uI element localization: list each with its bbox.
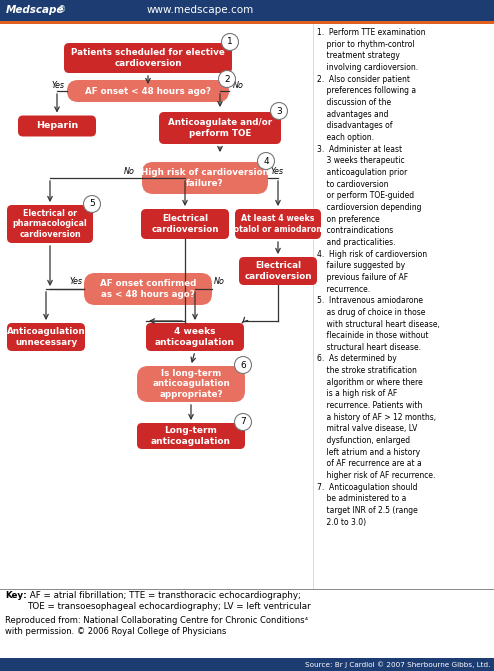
Text: AF onset < 48 hours ago?: AF onset < 48 hours ago? (85, 87, 211, 95)
FancyBboxPatch shape (146, 323, 244, 351)
Text: No: No (233, 81, 244, 89)
Text: Long-term
anticoagulation: Long-term anticoagulation (151, 426, 231, 446)
Text: Reproduced from: National Collaborating Centre for Chronic Conditions⁴
with perm: Reproduced from: National Collaborating … (5, 616, 308, 637)
FancyBboxPatch shape (141, 209, 229, 239)
Text: Yes: Yes (51, 81, 64, 89)
Text: Medscape: Medscape (6, 5, 64, 15)
Text: Anticoagulate and/or
perform TOE: Anticoagulate and/or perform TOE (168, 118, 272, 138)
Text: Heparin: Heparin (36, 121, 78, 130)
FancyBboxPatch shape (239, 257, 317, 285)
Text: Anticoagulation
unnecessary: Anticoagulation unnecessary (7, 327, 85, 347)
Text: 5: 5 (89, 199, 95, 209)
FancyBboxPatch shape (18, 115, 96, 136)
Circle shape (218, 70, 236, 87)
Bar (0, 21, 494, 24)
Text: 4 weeks
anticoagulation: 4 weeks anticoagulation (155, 327, 235, 347)
Text: Source: Br J Cardiol © 2007 Sherbourne Gibbs, Ltd.: Source: Br J Cardiol © 2007 Sherbourne G… (305, 661, 490, 668)
Text: No: No (214, 278, 225, 287)
Text: Electrical or
pharmacological
cardioversion: Electrical or pharmacological cardiovers… (13, 209, 87, 240)
Text: 1.  Perform TTE examination
    prior to rhythm-control
    treatment strategy
 : 1. Perform TTE examination prior to rhyt… (317, 28, 440, 527)
Text: 7: 7 (240, 417, 246, 427)
Circle shape (271, 103, 288, 119)
Text: 2: 2 (224, 74, 230, 83)
Text: High risk of cardioversion
failure?: High risk of cardioversion failure? (141, 168, 269, 188)
Text: Is long-term
anticoagulation
appropriate?: Is long-term anticoagulation appropriate… (152, 369, 230, 399)
Text: Yes: Yes (69, 278, 82, 287)
Text: AF onset confirmed
as < 48 hours ago?: AF onset confirmed as < 48 hours ago? (100, 279, 196, 299)
FancyBboxPatch shape (67, 80, 229, 102)
Text: www.medscape.com: www.medscape.com (146, 5, 253, 15)
Circle shape (257, 152, 275, 170)
Text: Yes: Yes (270, 168, 283, 176)
Text: Electrical
cardioversion: Electrical cardioversion (151, 214, 219, 234)
FancyBboxPatch shape (235, 209, 321, 239)
Text: Patients scheduled for elective
cardioversion: Patients scheduled for elective cardiove… (71, 48, 225, 68)
FancyBboxPatch shape (159, 112, 281, 144)
Bar (0, 658, 494, 671)
FancyBboxPatch shape (137, 423, 245, 449)
FancyBboxPatch shape (7, 205, 93, 243)
FancyBboxPatch shape (142, 162, 268, 194)
Text: At least 4 weeks
sotalol or amiodarone: At least 4 weeks sotalol or amiodarone (229, 214, 327, 234)
FancyBboxPatch shape (7, 323, 85, 351)
Text: No: No (124, 168, 135, 176)
Text: 4: 4 (263, 156, 269, 166)
FancyBboxPatch shape (137, 366, 245, 402)
Circle shape (221, 34, 239, 50)
Circle shape (235, 356, 251, 374)
Text: AF = atrial fibrillation; TTE = transthoracic echocardiography;
TOE = transoesop: AF = atrial fibrillation; TTE = transtho… (27, 591, 311, 611)
Circle shape (83, 195, 100, 213)
FancyBboxPatch shape (84, 273, 212, 305)
Text: ®: ® (58, 5, 66, 15)
Text: Key:: Key: (5, 591, 27, 600)
Text: 3: 3 (276, 107, 282, 115)
Text: Electrical
cardioversion: Electrical cardioversion (244, 261, 312, 281)
FancyBboxPatch shape (64, 43, 232, 73)
Text: 6: 6 (240, 360, 246, 370)
Bar (0, 0, 494, 21)
Text: 1: 1 (227, 38, 233, 46)
Circle shape (235, 413, 251, 431)
